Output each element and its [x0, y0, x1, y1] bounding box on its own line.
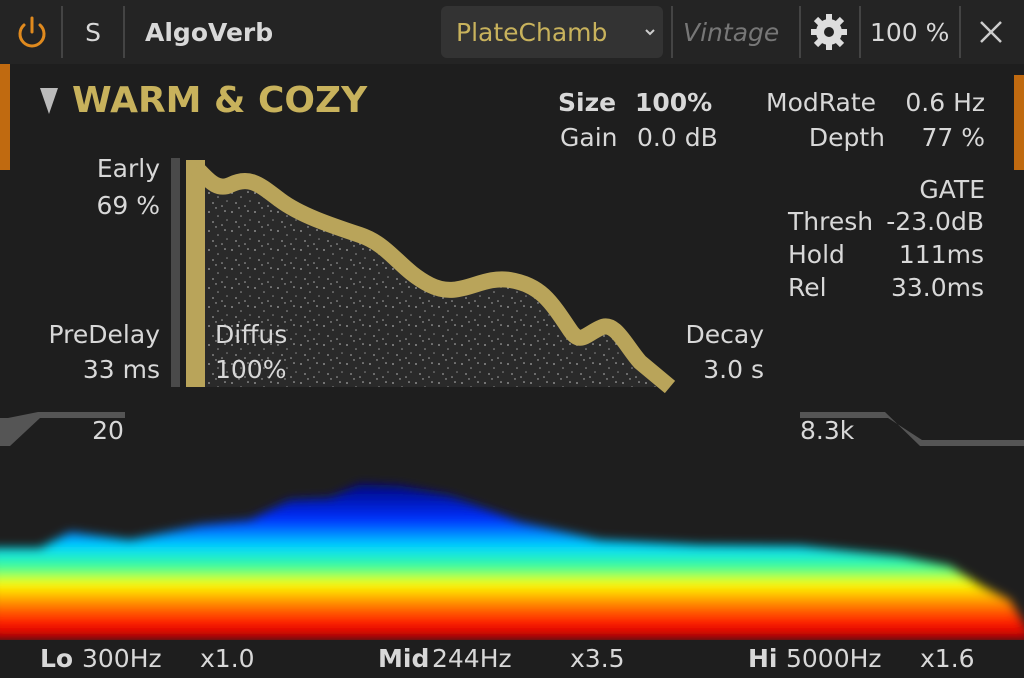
- plugin-name: AlgoVerb: [145, 18, 273, 47]
- settings-button[interactable]: [811, 14, 847, 50]
- early-value[interactable]: 69 %: [96, 191, 160, 220]
- gate-value[interactable]: 33.0ms: [891, 273, 984, 302]
- high-cut-handle[interactable]: [800, 412, 1024, 446]
- solo-button[interactable]: S: [85, 18, 101, 47]
- band-bar: [0, 640, 1024, 678]
- gate-label: Hold: [788, 240, 845, 269]
- right-meter: [1014, 75, 1024, 170]
- band-name: Lo: [40, 644, 73, 673]
- band-multiplier[interactable]: x1.0: [200, 644, 255, 673]
- gate-title: GATE: [919, 175, 985, 204]
- gain-label: Gain: [560, 123, 617, 152]
- zoom-level[interactable]: 100 %: [870, 18, 949, 47]
- gate-label: Rel: [788, 273, 827, 302]
- mode-button[interactable]: Vintage: [683, 18, 779, 47]
- decay-label: Decay: [686, 320, 765, 349]
- low-cut-handle[interactable]: [0, 412, 125, 446]
- high-cut-value[interactable]: 8.3k: [800, 416, 855, 445]
- preset-menu-toggle[interactable]: [40, 88, 58, 114]
- predelay-label: PreDelay: [49, 320, 161, 349]
- gate-value[interactable]: -23.0dB: [886, 207, 984, 236]
- decay-graph: [186, 160, 676, 394]
- early-label: Early: [97, 154, 160, 183]
- decay-value[interactable]: 3.0 s: [703, 355, 764, 384]
- band-name: Mid: [378, 644, 429, 673]
- size-label: Size: [558, 88, 616, 117]
- close-button[interactable]: [980, 21, 1002, 43]
- band-freq[interactable]: 244Hz: [432, 644, 512, 673]
- predelay-value[interactable]: 33 ms: [83, 355, 160, 384]
- band-multiplier[interactable]: x3.5: [570, 644, 625, 673]
- gate-value[interactable]: 111ms: [899, 240, 984, 269]
- early-bar[interactable]: [171, 158, 180, 387]
- depth-value[interactable]: 77 %: [921, 123, 985, 152]
- band-name: Hi: [748, 644, 778, 673]
- modrate-value[interactable]: 0.6 Hz: [905, 88, 985, 117]
- depth-label: Depth: [809, 123, 885, 152]
- spectrum-display: [0, 484, 1024, 640]
- diffusion-value[interactable]: 100%: [215, 355, 286, 384]
- preset-name[interactable]: PlateChamb: [456, 18, 607, 47]
- left-meter: [0, 64, 10, 170]
- band-multiplier[interactable]: x1.6: [920, 644, 975, 673]
- diffusion-label: Diffus: [215, 320, 287, 349]
- preset-dropdown[interactable]: PlateChamb: [441, 6, 663, 58]
- low-cut-value[interactable]: 20: [92, 416, 124, 445]
- preset-title: WARM & COZY: [72, 80, 368, 121]
- gate-label: Thresh: [787, 207, 873, 236]
- gain-value[interactable]: 0.0 dB: [637, 123, 718, 152]
- band-freq[interactable]: 300Hz: [82, 644, 162, 673]
- band-freq[interactable]: 5000Hz: [786, 644, 882, 673]
- size-value[interactable]: 100%: [635, 88, 712, 117]
- power-button[interactable]: [18, 16, 46, 48]
- modrate-label: ModRate: [766, 88, 876, 117]
